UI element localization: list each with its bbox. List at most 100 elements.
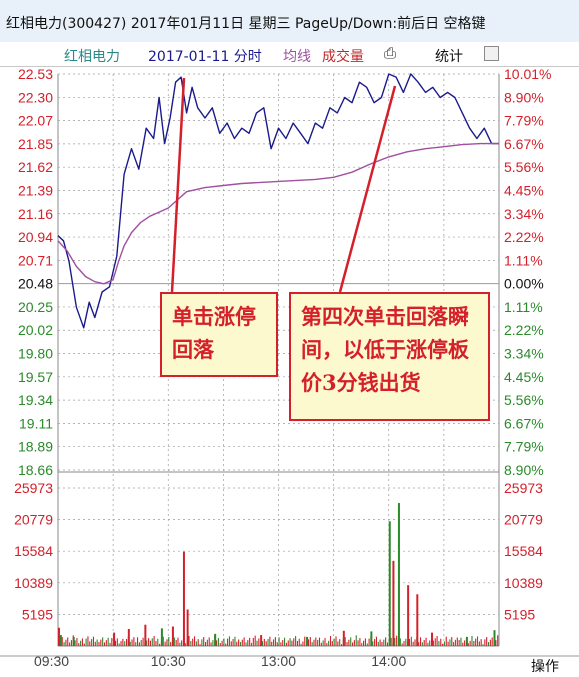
volume-bar: [166, 639, 168, 646]
volume-spike-bar: [493, 630, 496, 646]
volume-bar: [241, 639, 243, 646]
stats-button[interactable]: 统计: [435, 49, 463, 65]
volume-bar: [445, 636, 447, 646]
pct-tick-label: 7.79%: [504, 439, 544, 455]
volume-bar: [190, 641, 192, 646]
volume-bar: [484, 639, 486, 646]
volume-bar: [162, 636, 164, 646]
volume-bar: [313, 639, 315, 646]
volume-bar: [394, 637, 396, 646]
volume-spike-bar: [260, 635, 263, 646]
volume-spike-bar: [214, 633, 217, 646]
volume-bar: [83, 643, 85, 646]
volume-spike-bar: [342, 630, 345, 646]
volume-bar: [304, 636, 306, 646]
volume-bar: [285, 642, 287, 646]
volume-bar: [221, 640, 223, 646]
pct-tick-label: 1.11%: [504, 252, 543, 268]
avg-line-label[interactable]: 均线: [283, 49, 311, 65]
volume-bar: [219, 643, 221, 646]
volume-spike-bar: [306, 636, 309, 646]
volume-bar: [173, 637, 175, 646]
print-icon[interactable]: ⎙: [384, 44, 397, 62]
volume-bar: [210, 642, 212, 646]
volume-bar: [159, 643, 161, 646]
operate-button[interactable]: 操作: [531, 659, 559, 675]
volume-bar: [239, 641, 242, 646]
volume-bar: [228, 636, 230, 646]
volume-bar: [414, 639, 416, 646]
x-tick-label: 14:00: [371, 653, 406, 669]
volume-tick-label-right: 20779: [504, 512, 543, 528]
volume-bar: [289, 638, 291, 646]
volume-bar: [271, 641, 273, 646]
volume-bar: [331, 641, 333, 646]
volume-bar: [359, 638, 361, 646]
volume-bar: [458, 639, 460, 646]
price-tick-label: 22.30: [18, 89, 53, 105]
volume-label[interactable]: 成交量: [322, 49, 364, 65]
volume-bar: [322, 640, 324, 646]
volume-tick-label-left: 5195: [22, 606, 53, 622]
volume-bar: [276, 642, 278, 646]
volume-bar: [205, 642, 207, 646]
volume-bar: [337, 641, 339, 646]
volume-bar: [265, 641, 267, 646]
volume-bar: [403, 641, 405, 646]
volume-tick-label-right: 15584: [504, 543, 543, 559]
volume-bar: [102, 637, 104, 646]
volume-bar: [377, 641, 379, 646]
volume-bar: [344, 636, 346, 646]
price-tick-label: 20.25: [18, 299, 53, 315]
volume-bar: [383, 639, 385, 646]
volume-bar: [317, 639, 319, 646]
volume-bar: [118, 643, 120, 646]
title-bar: 红相电力(300427) 2017年01月11日 星期三 PageUp/Down…: [0, 0, 579, 43]
volume-bar: [280, 642, 282, 646]
volume-spike-bar: [59, 635, 62, 646]
volume-bar: [153, 636, 155, 646]
price-tick-label: 21.62: [18, 159, 53, 175]
volume-bar: [111, 637, 113, 646]
price-tick-label: 20.94: [18, 229, 53, 245]
volume-bar: [309, 637, 311, 646]
volume-bar: [419, 637, 422, 646]
window-title: 红相电力(300427) 2017年01月11日 星期三 PageUp/Down…: [6, 16, 486, 32]
x-tick-label: 13:00: [261, 653, 296, 669]
volume-bar: [436, 636, 438, 646]
volume-bar: [311, 642, 313, 646]
chart-header: 红相电力 2017-01-11 分时 均线 成交量 ⎙ 统计: [0, 42, 579, 67]
volume-bar: [249, 637, 251, 646]
volume-spike-bar: [431, 632, 434, 646]
panel-toggle-button[interactable]: [484, 46, 499, 61]
volume-bar: [328, 640, 330, 646]
volume-tick-label-right: 25973: [504, 480, 543, 496]
volume-bar: [401, 643, 403, 646]
volume-bar: [232, 639, 234, 646]
volume-bar: [105, 640, 107, 646]
volume-bar: [122, 638, 124, 646]
volume-bar: [199, 644, 201, 646]
volume-spike-bar: [416, 594, 419, 646]
volume-bar: [133, 637, 135, 646]
volume-bar: [296, 641, 298, 646]
price-tick-label: 21.85: [18, 136, 53, 152]
volume-bar: [427, 642, 429, 646]
volume-bar: [80, 640, 82, 646]
volume-bar: [440, 638, 442, 646]
volume-bar: [361, 643, 363, 646]
volume-bar: [302, 641, 304, 646]
volume-tick-label-left: 20779: [14, 512, 53, 528]
price-tick-label: 19.57: [18, 369, 53, 385]
volume-bar: [170, 642, 172, 646]
volume-bar: [486, 636, 488, 646]
volume-bar: [340, 644, 343, 646]
x-tick-label: 10:30: [151, 653, 186, 669]
volume-bar: [462, 642, 464, 646]
volume-bar: [100, 639, 102, 646]
volume-bar: [374, 639, 376, 646]
pct-tick-label: 3.34%: [504, 206, 544, 222]
volume-bar: [293, 638, 295, 646]
volume-bar: [256, 640, 258, 646]
volume-bar: [65, 639, 67, 646]
